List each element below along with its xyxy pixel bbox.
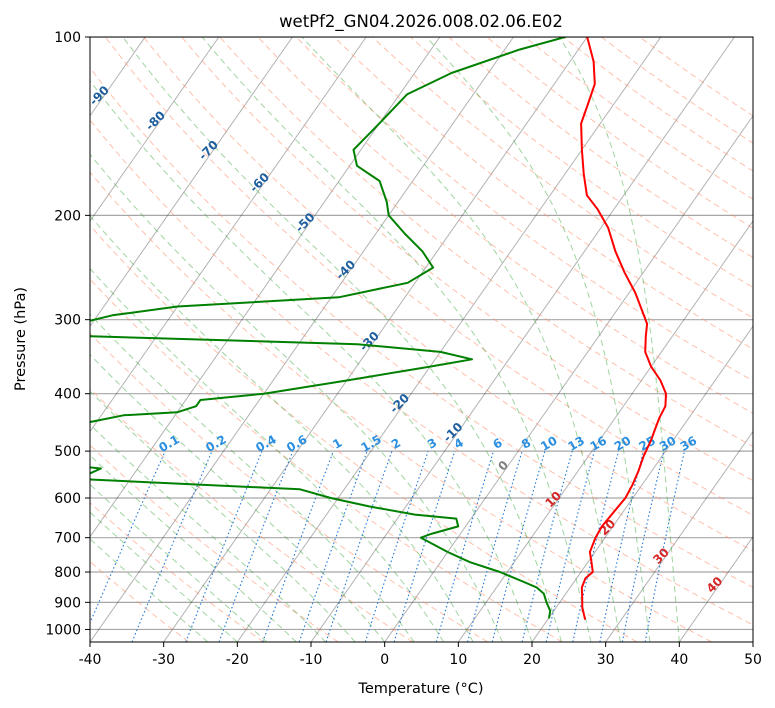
moist-adiabat-line: [90, 313, 415, 642]
sounding-traces: [90, 37, 667, 620]
isotherm-line: [163, 37, 588, 642]
isotherm-line: [90, 37, 367, 433]
moist-adiabat-line: [90, 390, 356, 642]
dry-adiabat-line: [90, 67, 753, 588]
y-tick-label: 700: [54, 531, 81, 547]
moist-adiabat-line: [558, 37, 680, 642]
isotherm-line: [90, 37, 293, 328]
temperature-trace: [580, 37, 667, 620]
mixing-ratio-line: [90, 450, 166, 625]
x-tick-label: -30: [152, 652, 175, 668]
dry-adiabat-line: [295, 37, 753, 382]
mixing-ratio-line: [466, 450, 523, 642]
moist-adiabat-line: [201, 37, 592, 642]
mixing-ratio-line: [545, 450, 595, 642]
y-tick-label: 200: [54, 208, 81, 224]
y-tick-label: 800: [54, 565, 81, 581]
plot-frame: [89, 36, 754, 643]
mixing-ratio-line: [572, 450, 620, 642]
isotherm-line: [531, 325, 753, 642]
x-tick-label: 10: [449, 652, 467, 668]
x-tick-label: 20: [523, 652, 541, 668]
moist-adiabat-line: [90, 353, 386, 642]
moist-adiabat-line: [90, 267, 445, 642]
isotherm-line: [457, 220, 753, 642]
y-axis-title: Pressure (hPa): [13, 287, 29, 391]
mixing-ratio-line: [599, 450, 644, 642]
moist-adiabat-line: [90, 483, 268, 642]
x-tick-label: -20: [226, 652, 249, 668]
dry-adiabat-line: [219, 37, 753, 448]
dewpoint-trace: [90, 37, 567, 619]
mixing-ratio-line: [185, 450, 263, 642]
x-tick-label: 0: [380, 652, 389, 668]
axes: -40 -30 -20 -10 0 10 20 30 40 50 100 200 300 400 500 60…: [45, 30, 762, 668]
moist-adiabat-line: [301, 37, 621, 642]
mixing-ratio-line: [364, 450, 429, 642]
y-tick-label: 600: [54, 491, 81, 507]
dry-adiabat-line: [257, 37, 753, 414]
moist-adiabat-line: [90, 215, 474, 642]
x-tick-label: 30: [597, 652, 615, 668]
x-tick-label: 50: [744, 652, 762, 668]
moist-adiabat-line: [122, 37, 562, 642]
x-axis-title: Temperature (°C): [357, 681, 483, 697]
mixing-ratio-line: [298, 450, 368, 642]
mixing-ratio-line: [218, 450, 294, 642]
y-tick-label: 300: [54, 313, 81, 329]
y-tick-label: 400: [54, 387, 81, 403]
mixing-ratio-line: [435, 450, 495, 642]
y-tick-label: 900: [54, 595, 81, 611]
dry-adiabat-line: [90, 171, 712, 642]
moist-adiabat-line: [90, 423, 327, 642]
isotherm-line: [384, 114, 753, 642]
y-tick-label: 100: [54, 30, 81, 46]
chart-title: wetPf2_GN04.2026.008.02.06.E02: [279, 12, 563, 32]
dry-adiabat-line: [410, 37, 753, 289]
mixing-ratio-line: [325, 450, 393, 642]
mixing-ratio-line: [393, 450, 456, 642]
dry-adiabat-line: [104, 37, 753, 552]
dry-adiabat-line: [90, 502, 264, 642]
isotherm-line: [90, 37, 514, 642]
moist-adiabat-line: [90, 79, 533, 642]
mixing-ratio-line: [491, 450, 546, 642]
dry-adiabat-line: [90, 119, 753, 626]
mixing-ratio-line: [131, 450, 213, 642]
isotherm-line: [90, 37, 220, 222]
x-tick-label: 40: [670, 652, 688, 668]
moist-adiabat-line: [425, 37, 651, 642]
dry-adiabat-line: [90, 278, 563, 642]
dry-adiabat-line: [90, 388, 414, 642]
isotherm-line: [678, 535, 753, 642]
y-tick-label: 500: [54, 444, 81, 460]
x-tick-label: -40: [79, 652, 102, 668]
dry-adiabat-line: [143, 37, 753, 516]
x-tick-label: -10: [300, 652, 323, 668]
moist-adiabat-line: [90, 153, 503, 642]
isotherm-line: [236, 37, 662, 642]
dry-adiabat-line: [90, 224, 638, 642]
moist-adiabat-line: [90, 454, 297, 642]
isotherm-line: [605, 430, 753, 642]
mixing-ratio-line: [521, 450, 573, 642]
isotherm-line: [310, 37, 735, 642]
y-tick-label: 1000: [45, 622, 81, 638]
